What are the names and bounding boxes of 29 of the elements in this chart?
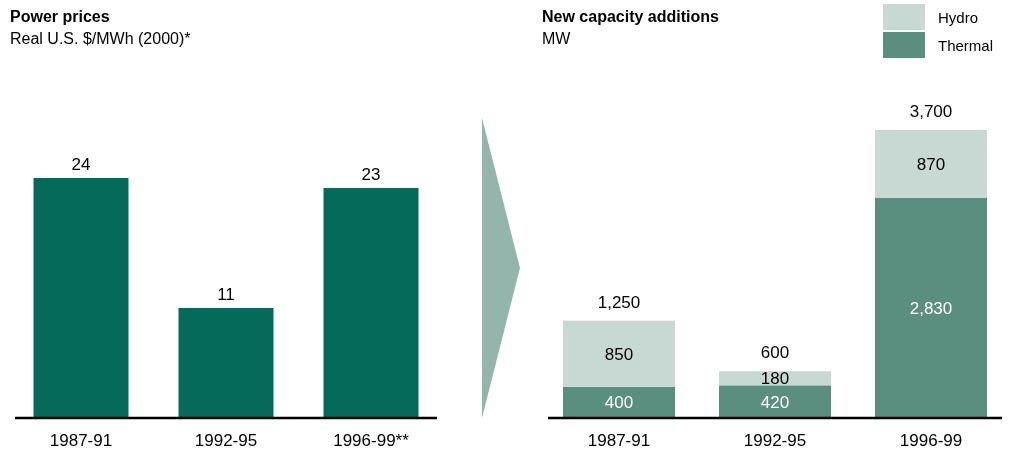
bar xyxy=(875,130,988,198)
x-tick-label: 1992-95 xyxy=(194,431,258,450)
bar xyxy=(562,320,675,387)
total-label: 600 xyxy=(760,343,790,363)
bar xyxy=(562,386,675,418)
data-label: 2,830 xyxy=(909,298,953,318)
data-label: 870 xyxy=(916,154,946,174)
data-label: 180 xyxy=(760,369,790,389)
chart-subtitle: MW xyxy=(542,30,572,47)
data-label: 11 xyxy=(217,285,235,304)
chart-subtitle: Real U.S. $/MWh (2000)* xyxy=(10,30,191,47)
total-label: 1,250 xyxy=(597,292,641,312)
total-label: 3,700 xyxy=(909,102,953,121)
legend-label: Hydro xyxy=(938,9,979,26)
chart-title: Power prices xyxy=(10,8,110,25)
x-tick-label: 1992-95 xyxy=(743,431,807,450)
data-label: 24 xyxy=(71,155,91,174)
x-tick-label: 1996-99 xyxy=(899,431,963,450)
bar xyxy=(719,385,831,418)
data-label: 400 xyxy=(604,393,634,413)
bar xyxy=(875,197,988,418)
x-tick-label: 1987-91 xyxy=(49,431,113,450)
data-label: 420 xyxy=(760,392,790,412)
x-tick-label: 1996-99** xyxy=(333,431,410,450)
data-label: 850 xyxy=(604,344,634,364)
x-tick-label: 1987-91 xyxy=(587,431,651,450)
data-label: 23 xyxy=(361,165,381,184)
legend-label: Thermal xyxy=(938,37,994,54)
chart-title: New capacity additions xyxy=(542,8,720,25)
